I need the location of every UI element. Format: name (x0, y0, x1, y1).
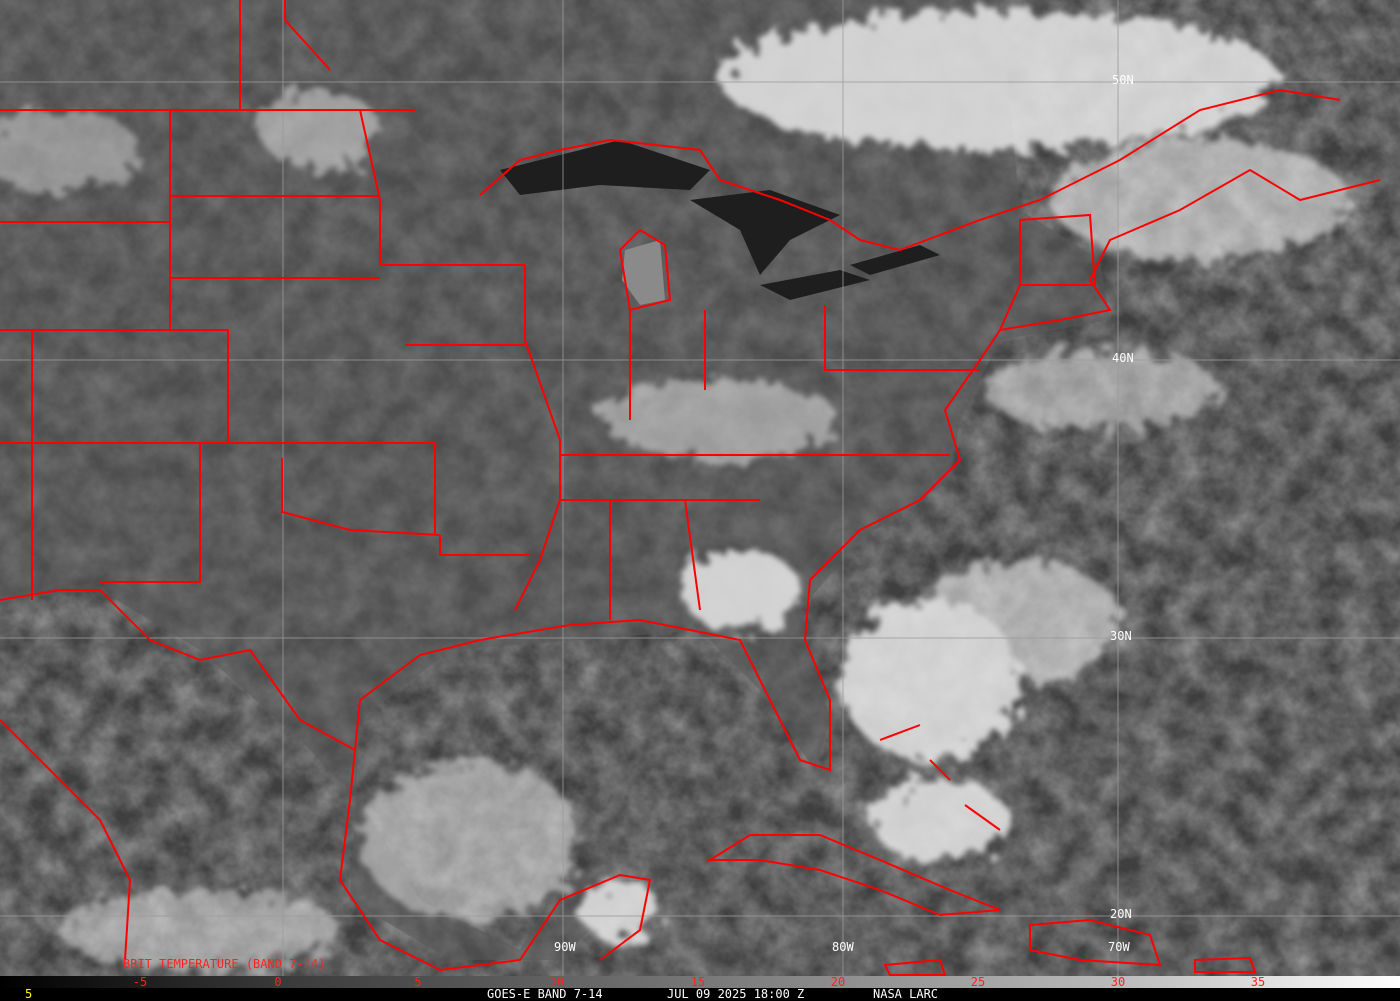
lon-label-90w: 90W (554, 940, 576, 954)
scale-tick: 5 (414, 975, 422, 989)
lat-label-40n: 40N (1112, 351, 1134, 365)
organization: NASA LARC (873, 987, 939, 1001)
scale-tick: 10 (549, 975, 565, 989)
scale-tick: 0 (274, 975, 282, 989)
scale-tick: 35 (1250, 975, 1266, 989)
political-borders (0, 0, 1381, 976)
lat-label-20n: 20N (1110, 907, 1132, 921)
footer-bar: 5 GOES-E BAND 7-14 JUL 09 2025 18:00 Z N… (0, 988, 1400, 1000)
scale-tick: 15 (690, 975, 706, 989)
great-lakes (500, 140, 940, 305)
frame-number: 5 (25, 987, 33, 1001)
product-title: BRIT TEMPERATURE (BAND 7-14) (123, 957, 326, 971)
land-mass (0, 0, 1110, 960)
lat-label-30n: 30N (1110, 629, 1132, 643)
scale-tick: 20 (830, 975, 846, 989)
scale-tick: 30 (1110, 975, 1126, 989)
scale-tick: 25 (970, 975, 986, 989)
color-scale-bar: -5 0 5 10 15 20 25 30 35 (0, 976, 1400, 988)
timestamp: JUL 09 2025 18:00 Z (667, 987, 805, 1001)
satellite-image (0, 0, 1400, 976)
satellite-band: GOES-E BAND 7-14 (487, 987, 603, 1001)
lon-label-70w: 70W (1108, 940, 1130, 954)
lon-label-80w: 80W (832, 940, 854, 954)
lat-label-50n: 50N (1112, 73, 1134, 87)
scale-tick: -5 (132, 975, 148, 989)
